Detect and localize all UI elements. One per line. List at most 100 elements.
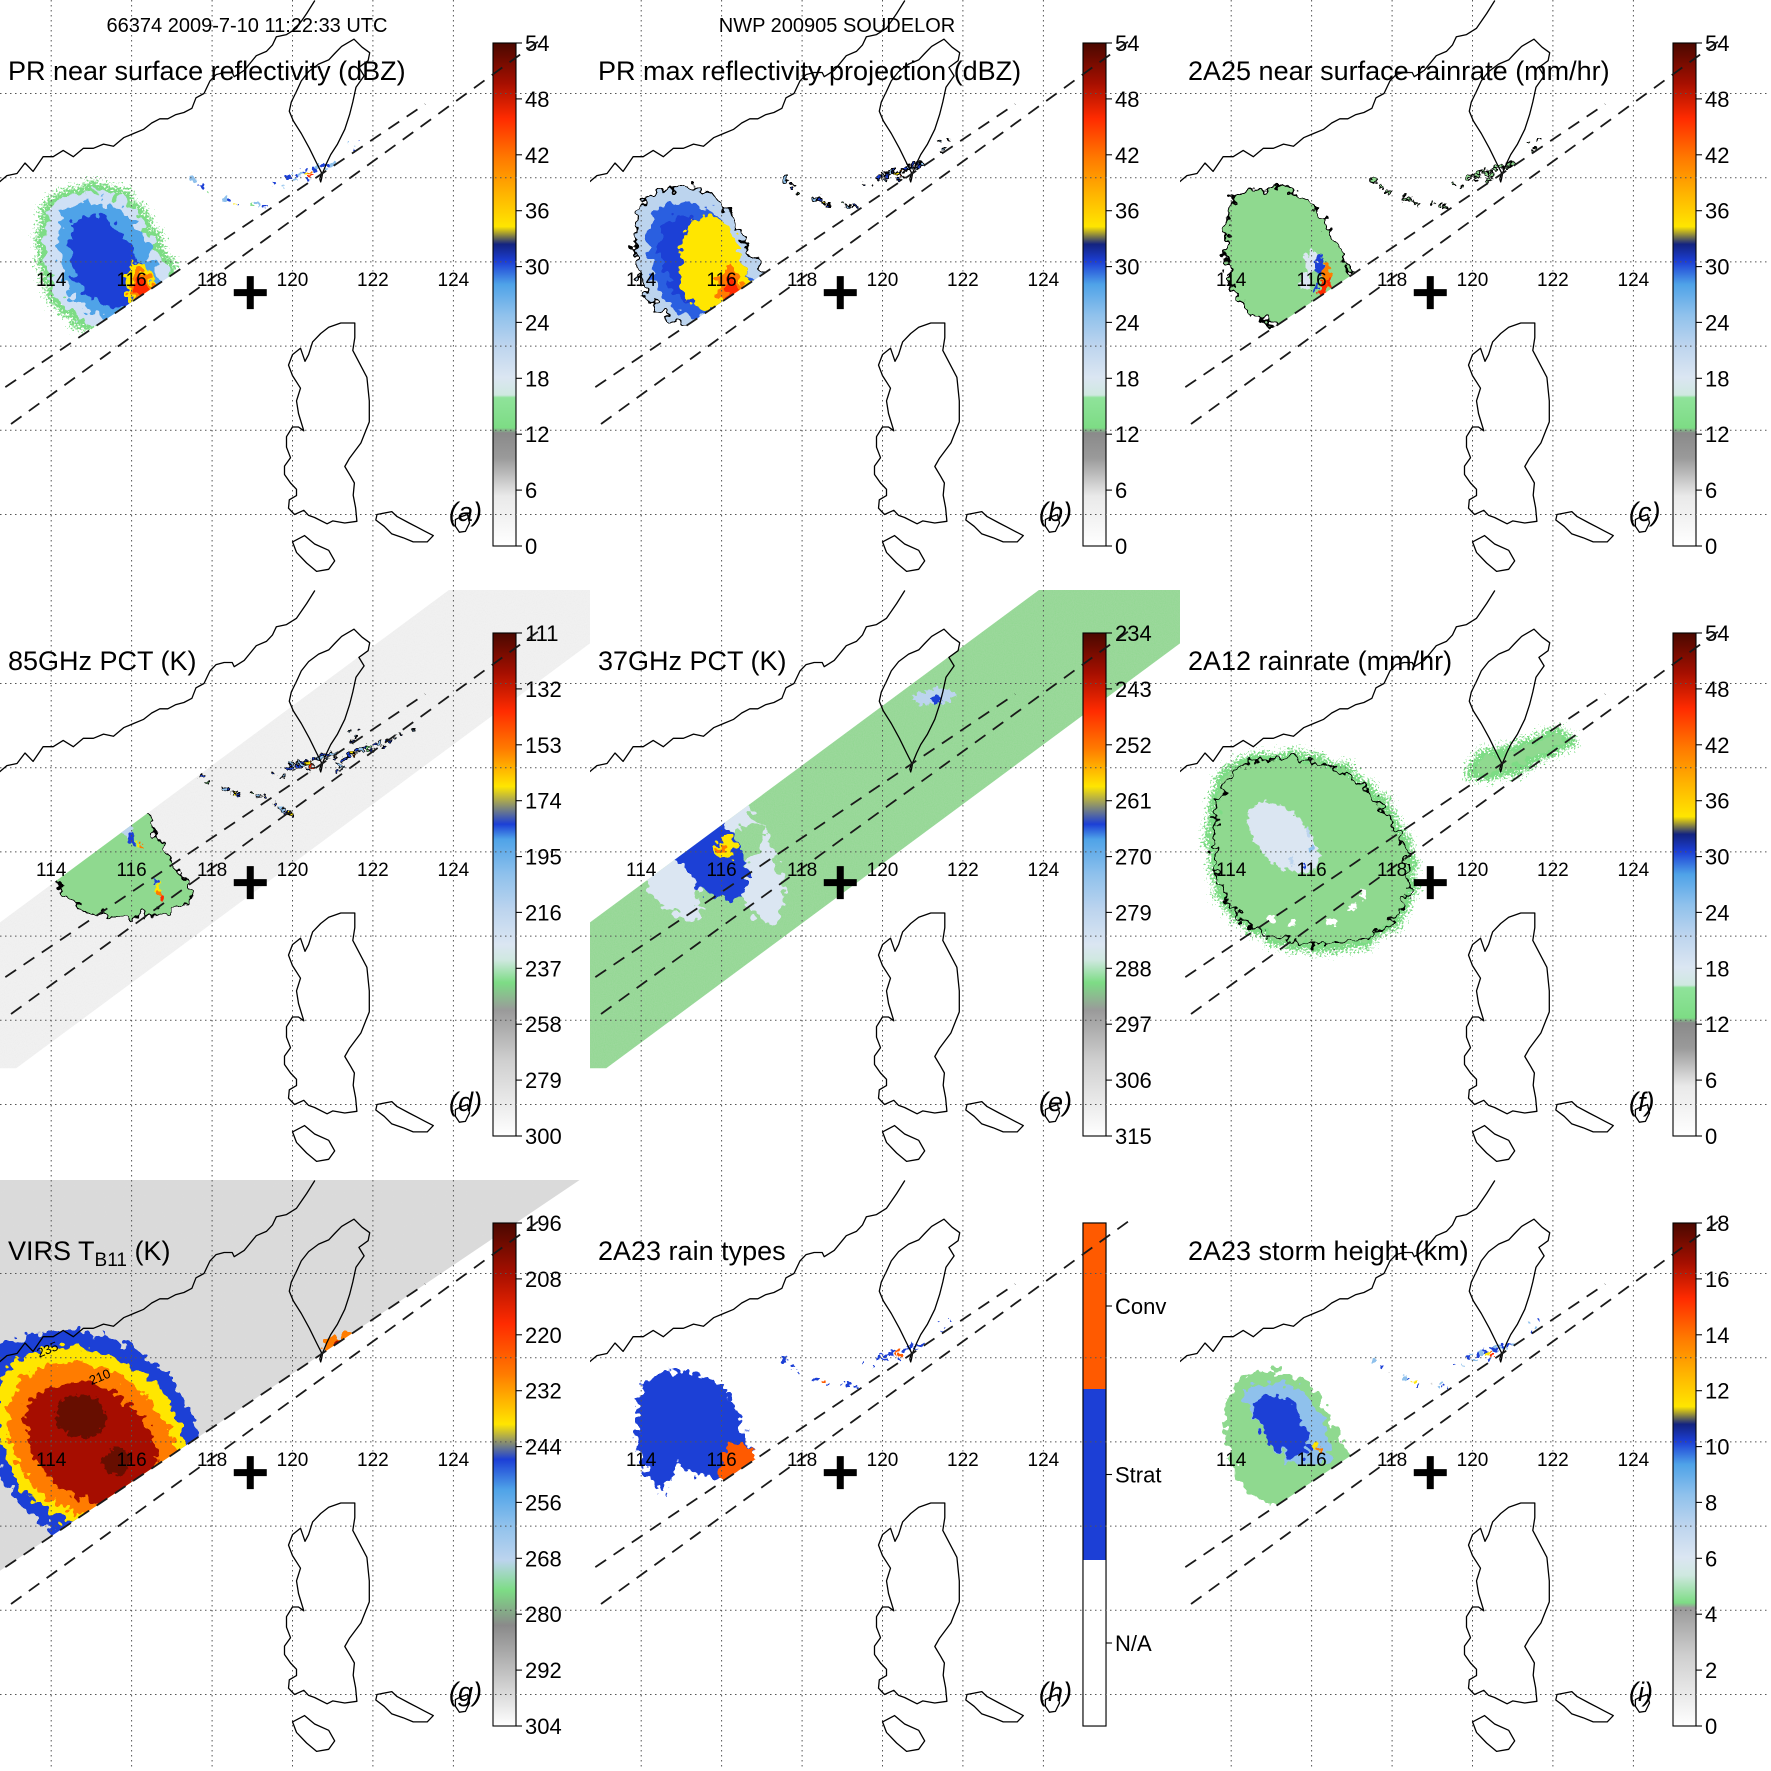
svg-text:(c): (c) — [1629, 497, 1660, 527]
svg-text:124: 124 — [1618, 1450, 1650, 1471]
svg-text:18: 18 — [525, 366, 549, 391]
svg-text:24: 24 — [1705, 310, 1729, 335]
svg-text:24: 24 — [1705, 900, 1729, 925]
svg-text:(i): (i) — [1629, 1677, 1653, 1707]
svg-text:114: 114 — [36, 1450, 67, 1471]
svg-text:122: 122 — [357, 1450, 389, 1471]
svg-text:252: 252 — [1115, 733, 1152, 758]
svg-text:304: 304 — [525, 1714, 562, 1739]
svg-text:195: 195 — [525, 845, 562, 870]
svg-text:36: 36 — [1705, 789, 1729, 814]
svg-text:153: 153 — [525, 733, 562, 758]
svg-text:PR max reflectivity projection: PR max reflectivity projection (dBZ) — [598, 56, 1021, 86]
svg-text:54: 54 — [1705, 31, 1729, 56]
svg-text:122: 122 — [947, 270, 979, 291]
svg-text:118: 118 — [1377, 860, 1407, 881]
svg-text:48: 48 — [1115, 87, 1139, 112]
svg-text:300: 300 — [525, 1124, 562, 1149]
svg-text:220: 220 — [525, 1323, 562, 1348]
svg-text:116: 116 — [116, 1450, 146, 1471]
svg-text:114: 114 — [1216, 1450, 1247, 1471]
svg-text:30: 30 — [1115, 255, 1139, 280]
svg-text:(a): (a) — [449, 497, 482, 527]
svg-text:232: 232 — [525, 1379, 562, 1404]
svg-text:18: 18 — [1115, 366, 1139, 391]
svg-text:36: 36 — [1115, 199, 1139, 224]
svg-text:6: 6 — [525, 478, 537, 503]
svg-text:42: 42 — [1115, 143, 1139, 168]
svg-text:10: 10 — [1705, 1435, 1729, 1460]
svg-text:118: 118 — [197, 860, 227, 881]
svg-text:12: 12 — [1705, 1012, 1729, 1037]
svg-text:0: 0 — [1115, 534, 1127, 559]
svg-text:Conv: Conv — [1115, 1294, 1166, 1319]
svg-text:30: 30 — [525, 255, 549, 280]
svg-text:118: 118 — [1377, 1450, 1407, 1471]
svg-text:116: 116 — [1296, 270, 1326, 291]
svg-text:114: 114 — [1216, 860, 1247, 881]
svg-text:116: 116 — [706, 1450, 736, 1471]
svg-text:118: 118 — [197, 270, 227, 291]
svg-text:116: 116 — [706, 270, 736, 291]
svg-text:118: 118 — [787, 860, 817, 881]
svg-text:122: 122 — [947, 1450, 979, 1471]
svg-text:30: 30 — [1705, 845, 1729, 870]
svg-text:132: 132 — [525, 677, 562, 702]
svg-text:114: 114 — [626, 860, 657, 881]
svg-text:(g): (g) — [449, 1677, 482, 1707]
svg-text:122: 122 — [1537, 1450, 1569, 1471]
svg-text:0: 0 — [1705, 1124, 1717, 1149]
svg-text:258: 258 — [525, 1012, 562, 1037]
svg-text:118: 118 — [1377, 270, 1407, 291]
svg-text:54: 54 — [1115, 31, 1139, 56]
svg-text:18: 18 — [1705, 366, 1729, 391]
svg-text:111: 111 — [525, 621, 558, 646]
svg-text:124: 124 — [1028, 860, 1060, 881]
svg-text:122: 122 — [357, 270, 389, 291]
svg-text:0: 0 — [1705, 1714, 1717, 1739]
svg-text:PR near surface reflectivity (: PR near surface reflectivity (dBZ) — [8, 56, 406, 86]
svg-text:Strat: Strat — [1115, 1463, 1161, 1488]
svg-text:114: 114 — [626, 270, 657, 291]
svg-text:24: 24 — [1115, 310, 1139, 335]
svg-text:306: 306 — [1115, 1068, 1152, 1093]
svg-text:244: 244 — [525, 1435, 562, 1460]
svg-text:120: 120 — [277, 860, 309, 881]
svg-text:(h): (h) — [1039, 1677, 1072, 1707]
svg-text:2A25 near surface rainrate (mm: 2A25 near surface rainrate (mm/hr) — [1188, 56, 1610, 86]
svg-text:124: 124 — [1618, 270, 1650, 291]
svg-text:120: 120 — [1457, 270, 1489, 291]
svg-text:116: 116 — [116, 860, 146, 881]
svg-text:196: 196 — [525, 1211, 562, 1236]
svg-text:174: 174 — [525, 789, 562, 814]
svg-text:54: 54 — [525, 31, 549, 56]
svg-text:12: 12 — [1115, 422, 1139, 447]
svg-text:124: 124 — [438, 270, 470, 291]
svg-text:261: 261 — [1115, 789, 1152, 814]
svg-text:18: 18 — [1705, 956, 1729, 981]
svg-text:0: 0 — [525, 534, 537, 559]
svg-text:120: 120 — [867, 1450, 899, 1471]
svg-text:12: 12 — [1705, 1379, 1729, 1404]
svg-text:37GHz PCT (K): 37GHz PCT (K) — [598, 646, 787, 676]
svg-text:118: 118 — [787, 270, 817, 291]
svg-text:124: 124 — [438, 1450, 470, 1471]
svg-text:315: 315 — [1115, 1124, 1152, 1149]
svg-text:243: 243 — [1115, 677, 1152, 702]
svg-text:54: 54 — [1705, 621, 1729, 646]
svg-text:2A23 rain types: 2A23 rain types — [598, 1236, 786, 1266]
svg-text:2A23 storm height (km): 2A23 storm height (km) — [1188, 1236, 1469, 1266]
svg-text:12: 12 — [1705, 422, 1729, 447]
svg-text:48: 48 — [525, 87, 549, 112]
svg-text:120: 120 — [1457, 860, 1489, 881]
svg-text:120: 120 — [1457, 1450, 1489, 1471]
svg-text:18: 18 — [1705, 1211, 1729, 1236]
svg-text:256: 256 — [525, 1490, 562, 1515]
svg-text:(d): (d) — [449, 1087, 482, 1117]
svg-text:48: 48 — [1705, 677, 1729, 702]
svg-text:4: 4 — [1705, 1602, 1717, 1627]
svg-text:(f): (f) — [1629, 1087, 1654, 1117]
svg-text:279: 279 — [1115, 900, 1152, 925]
svg-text:268: 268 — [525, 1546, 562, 1571]
svg-text:16: 16 — [1705, 1267, 1729, 1292]
